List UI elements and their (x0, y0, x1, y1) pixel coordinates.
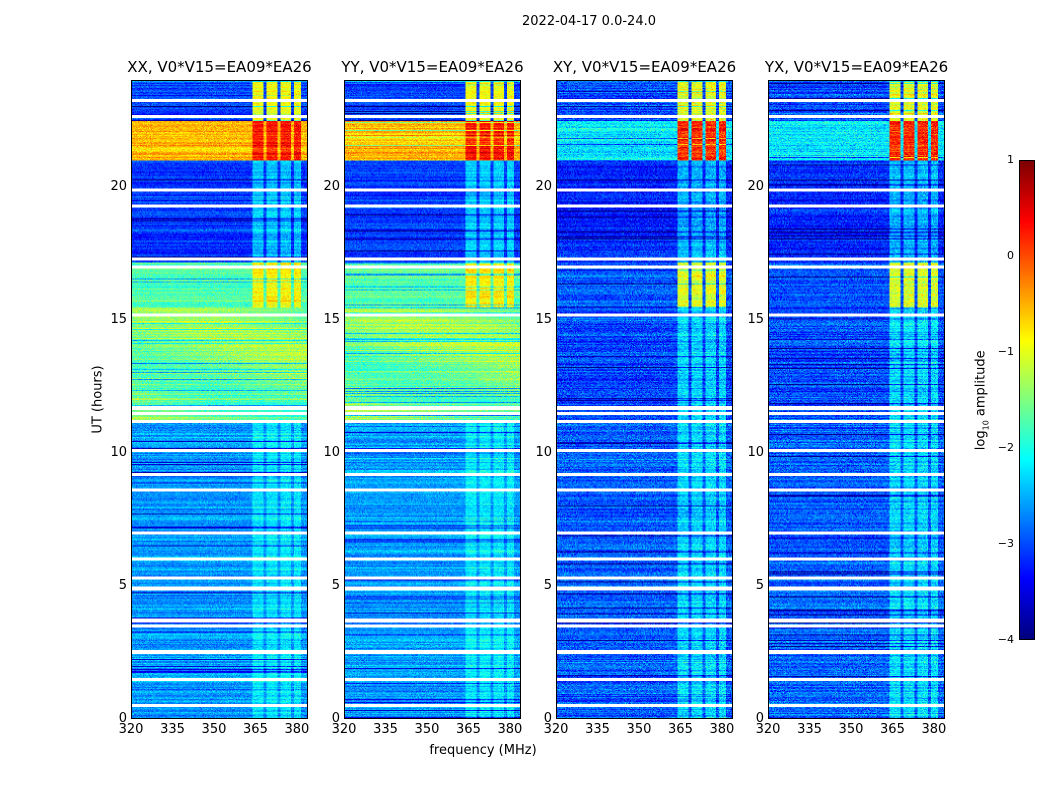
x-tick-label: 350 (201, 722, 227, 737)
y-tick-label: 10 (323, 444, 340, 460)
figure-title: 2022-04-17 0.0-24.0 (522, 14, 656, 29)
x-tick-label: 335 (585, 722, 610, 737)
y-tick-label: 0 (543, 711, 552, 726)
x-tick-label: 380 (709, 722, 735, 737)
x-tick-label: 365 (880, 722, 905, 737)
colorbar-tick-label: 0 (1007, 249, 1014, 262)
x-tick-label: 335 (160, 722, 185, 737)
x-tick-label: 350 (838, 722, 864, 737)
panel-title: XX, V0*V15=EA09*EA26 (127, 58, 312, 76)
x-tick-label: 320 (118, 722, 144, 737)
x-tick-label: 365 (456, 722, 481, 737)
y-tick-label: 10 (747, 444, 764, 460)
y-tick-label: 15 (535, 311, 552, 327)
heatmap-image (557, 81, 732, 718)
colorbar-tick-label: −1 (997, 345, 1014, 358)
y-tick-label: 0 (331, 711, 340, 726)
heatmap-panel-xx (131, 80, 308, 719)
y-tick-label: 20 (110, 178, 127, 194)
y-tick-label: 10 (110, 444, 127, 460)
x-tick-label: 350 (414, 722, 440, 737)
y-tick-label: 0 (755, 711, 764, 726)
x-tick-label: 320 (331, 722, 357, 737)
y-tick-label: 15 (110, 311, 127, 327)
heatmap-panel-xy (556, 80, 733, 719)
y-tick-label: 20 (535, 178, 552, 194)
heatmap-image (132, 81, 307, 718)
panel-title: XY, V0*V15=EA09*EA26 (552, 58, 737, 76)
colorbar-tick-label: −3 (997, 537, 1014, 550)
x-axis-label: frequency (MHz) (429, 743, 537, 758)
heatmap-image (769, 81, 944, 718)
y-tick-label: 15 (747, 311, 764, 327)
x-tick-label: 380 (284, 722, 310, 737)
y-tick-label: 15 (323, 311, 340, 327)
y-tick-label: 0 (118, 711, 127, 726)
x-tick-label: 380 (921, 722, 947, 737)
x-tick-label: 320 (543, 722, 569, 737)
panel-title: YY, V0*V15=EA09*EA26 (341, 58, 524, 76)
x-tick-label: 365 (243, 722, 268, 737)
y-tick-label: 5 (118, 577, 127, 593)
y-tick-label: 20 (323, 178, 340, 194)
colorbar-tick-label: −2 (997, 441, 1014, 454)
heatmap-panel-yx (768, 80, 945, 719)
x-tick-label: 335 (797, 722, 822, 737)
heatmap-image (345, 81, 520, 718)
heatmap-panel-yy (344, 80, 521, 719)
y-tick-label: 20 (747, 178, 764, 194)
x-tick-label: 350 (626, 722, 652, 737)
x-tick-label: 335 (373, 722, 398, 737)
y-tick-label: 5 (755, 577, 764, 593)
y-axis-label: UT (hours) (90, 365, 106, 434)
y-tick-label: 10 (535, 444, 552, 460)
y-tick-label: 5 (331, 577, 340, 593)
x-tick-label: 380 (497, 722, 523, 737)
colorbar-tick-label: −4 (997, 633, 1014, 646)
panel-title: YX, V0*V15=EA09*EA26 (764, 58, 949, 76)
x-tick-label: 365 (668, 722, 693, 737)
colorbar (1019, 160, 1035, 640)
colorbar-tick-label: 1 (1007, 153, 1014, 166)
y-tick-label: 5 (543, 577, 552, 593)
x-tick-label: 320 (755, 722, 781, 737)
